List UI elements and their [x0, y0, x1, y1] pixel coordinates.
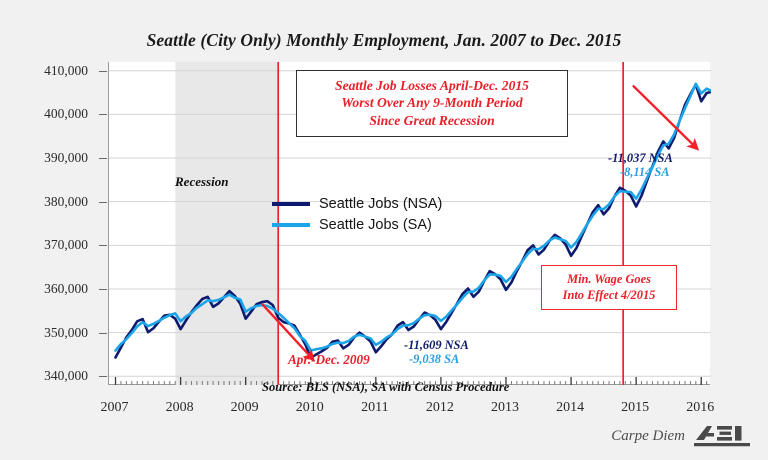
y-axis-tick-label: 390,000: [44, 150, 88, 166]
x-axis-tick-label: 2012: [425, 400, 454, 415]
y-axis-tick-label: 410,000: [44, 62, 88, 78]
x-axis-tick-label: 2016: [686, 400, 715, 415]
aei-logo-icon: [694, 426, 750, 447]
x-axis-tick-label: 2014: [556, 400, 585, 415]
callout-job-losses-line2: Worst Over Any 9-Month Period: [341, 95, 523, 111]
legend-label-sa: Seattle Jobs (SA): [319, 216, 432, 233]
callout-min-wage-line2: Into Effect 4/2015: [562, 288, 656, 303]
callout-job-losses-line1: Seattle Job Losses April-Dec. 2015: [335, 78, 529, 93]
callout-job-losses-line3: Since Great Recession: [369, 112, 495, 128]
recession-shaded-band: [175, 62, 279, 385]
arrow-2015-decline: [632, 84, 700, 151]
page-title: Seattle (City Only) Monthly Employment, …: [146, 30, 622, 50]
y-axis-tick: [99, 332, 107, 334]
y-axis-tick: [99, 376, 107, 378]
source-note: Source: BLS (NSA), SA with Census Proced…: [262, 380, 510, 394]
y-axis-tick-label: 360,000: [44, 280, 88, 296]
label-2009-nsa: -11,609 NSA: [404, 338, 469, 352]
x-axis-tick-label: 2007: [100, 400, 129, 415]
label-2009-sa: -9,038 SA: [409, 352, 460, 366]
x-axis-tick-label: 2010: [295, 400, 324, 415]
legend-item-sa: Seattle Jobs (SA): [272, 214, 442, 235]
callout-min-wage: Min. Wage Goes Into Effect 4/2015: [541, 265, 677, 311]
x-axis-tick-label: 2015: [621, 400, 650, 415]
legend-swatch-nsa: [272, 201, 310, 206]
x-axis-tick-label: 2008: [165, 400, 194, 415]
footer-branding: Carpe Diem: [611, 425, 750, 447]
y-axis-tick-label: 350,000: [44, 324, 88, 340]
y-axis-tick: [99, 245, 107, 247]
chart-legend: Seattle Jobs (NSA) Seattle Jobs (SA): [272, 193, 442, 235]
y-axis-tick: [99, 70, 107, 72]
legend-swatch-sa: [272, 222, 310, 227]
x-axis: 2007 2008 2009 2010 2011 2012 2013 2014 2015 2016: [101, 388, 715, 418]
recession-band-label: Recession: [175, 174, 229, 189]
y-axis: 340,000 350,000 360,000 370,000 380,000 390,0…: [0, 62, 107, 385]
legend-label-nsa: Seattle Jobs (NSA): [319, 195, 443, 212]
label-2015-sa: -8,114 SA: [620, 165, 670, 179]
y-axis-tick: [99, 288, 107, 290]
chart-canvas: [109, 62, 711, 385]
y-axis-tick: [99, 201, 107, 203]
legend-item-nsa: Seattle Jobs (NSA): [272, 193, 442, 214]
y-axis-tick-label: 340,000: [44, 368, 88, 384]
carpe-diem-label: Carpe Diem: [611, 427, 685, 444]
x-axis-tick-label: 2013: [490, 400, 519, 415]
y-axis-tick-label: 400,000: [44, 106, 88, 122]
y-axis-tick: [99, 158, 107, 160]
y-axis-tick: [99, 114, 107, 116]
callout-job-losses: Seattle Job Losses April-Dec. 2015 Worst…: [296, 70, 568, 138]
x-axis-tick-label: 2009: [230, 400, 259, 415]
y-axis-tick-label: 380,000: [44, 193, 88, 209]
arrow-2009-decline: [261, 303, 315, 362]
label-2009-period: Apr.-Dec. 2009: [288, 352, 370, 367]
series-line-sa: [114, 82, 711, 352]
x-axis-tick-label: 2011: [361, 400, 389, 415]
y-axis-tick-label: 370,000: [44, 237, 88, 253]
callout-min-wage-line1: Min. Wage Goes: [567, 272, 651, 286]
label-2015-nsa: -11,037 NSA: [608, 151, 673, 165]
